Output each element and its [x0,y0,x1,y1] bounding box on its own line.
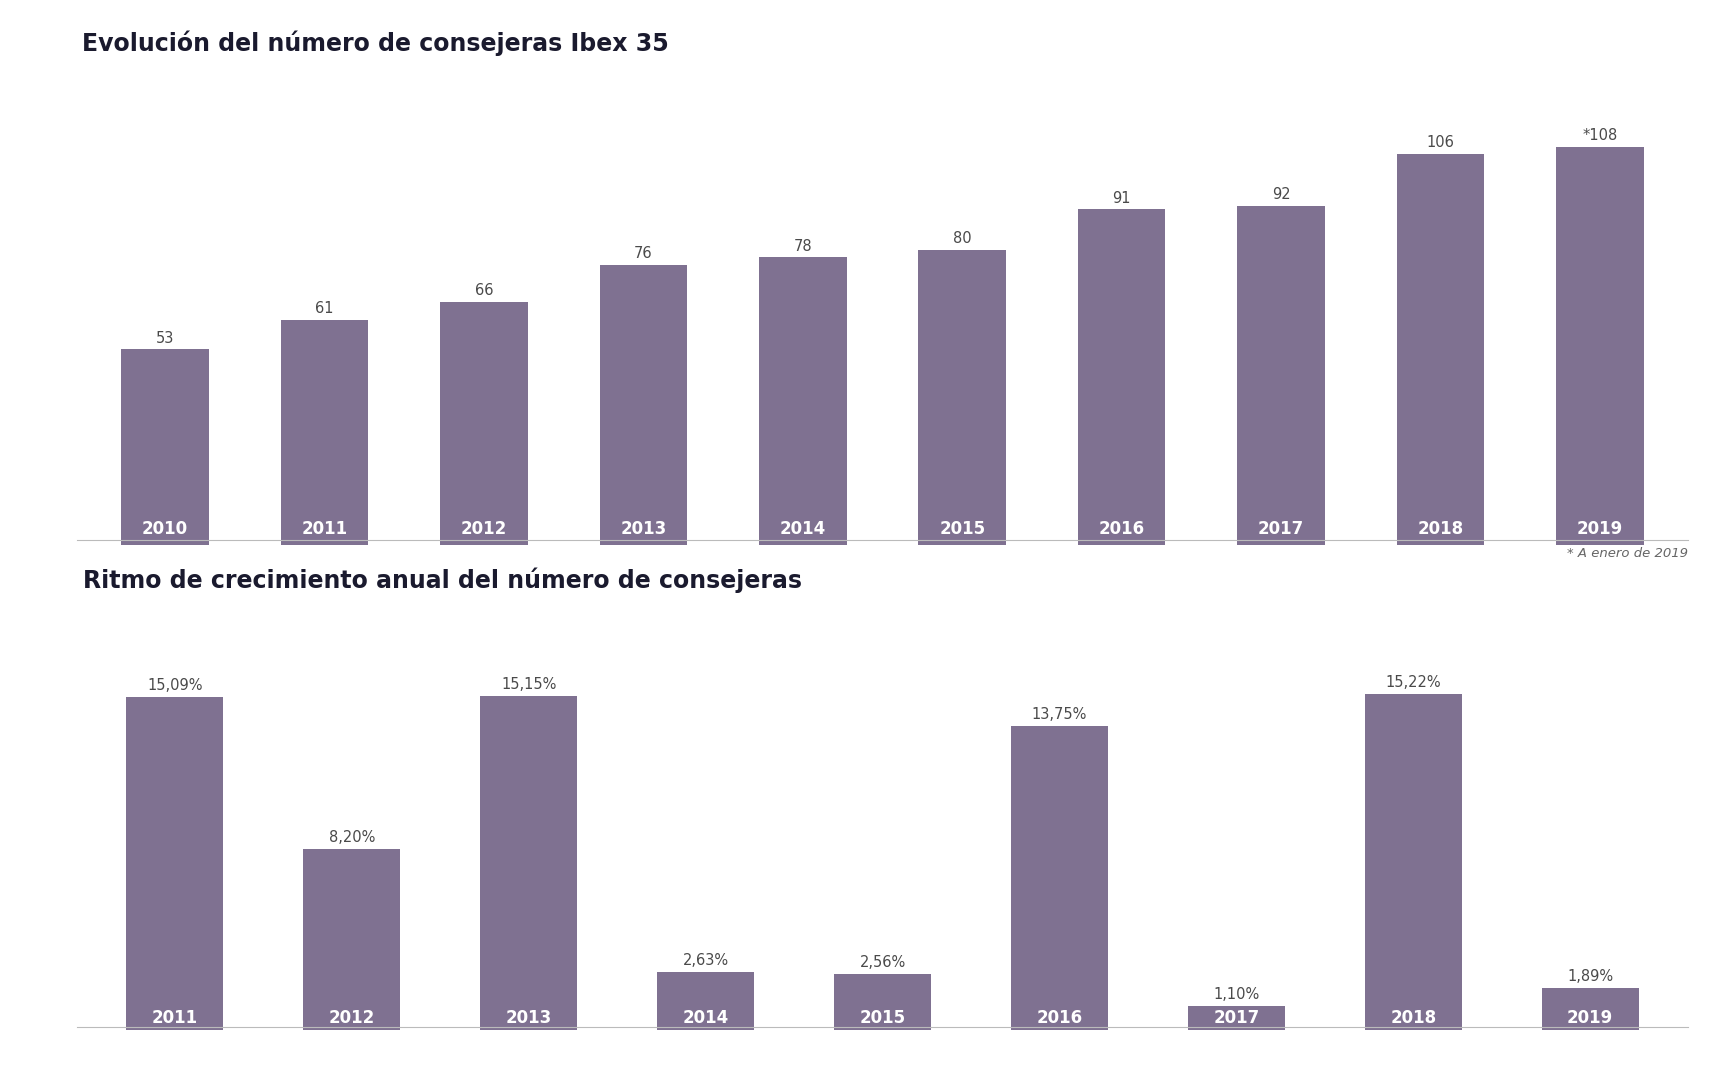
Bar [1541,989,1639,1030]
Text: 2010: 2010 [143,520,188,537]
Text: 2014: 2014 [682,1009,728,1028]
Text: 2018: 2018 [1390,1009,1436,1028]
Text: 2019: 2019 [1567,1009,1614,1028]
Text: 2018: 2018 [1417,520,1464,537]
Text: 91: 91 [1112,191,1131,206]
Text: 61: 61 [315,301,334,316]
Text: 15,22%: 15,22% [1386,675,1441,690]
Text: 2012: 2012 [329,1009,375,1028]
Text: 66: 66 [475,282,492,298]
Text: 2017: 2017 [1214,1009,1259,1028]
Text: 15,15%: 15,15% [501,677,556,691]
Text: 13,75%: 13,75% [1031,707,1087,723]
Bar [303,849,401,1030]
Bar [918,250,1006,545]
Bar [441,302,529,545]
Bar [121,350,208,545]
Text: 2013: 2013 [620,520,666,537]
Text: 78: 78 [794,239,813,254]
Bar [1364,694,1462,1030]
Text: 2015: 2015 [938,520,985,537]
Text: 76: 76 [634,246,653,261]
Bar [1236,206,1324,545]
Bar [126,697,224,1030]
Text: 15,09%: 15,09% [146,678,203,693]
Text: 2,63%: 2,63% [682,953,728,968]
Bar [281,320,369,545]
Text: 8,20%: 8,20% [329,829,375,845]
Text: 2016: 2016 [1099,520,1145,537]
Text: 1,10%: 1,10% [1214,986,1259,1002]
Text: 2014: 2014 [780,520,827,537]
Bar [1078,209,1166,545]
Bar [1011,726,1109,1030]
Bar [759,257,847,545]
Text: 53: 53 [157,330,174,346]
Bar [1397,154,1484,545]
Text: 1,89%: 1,89% [1567,969,1614,984]
Text: 2012: 2012 [461,520,506,537]
Text: 2015: 2015 [859,1009,906,1028]
Text: Ritmo de crecimiento anual del número de consejeras: Ritmo de crecimiento anual del número de… [83,568,802,593]
Bar [656,972,754,1030]
Text: 2,56%: 2,56% [859,955,906,969]
Text: 2017: 2017 [1259,520,1304,537]
Text: 80: 80 [952,231,971,246]
Bar [599,265,687,545]
Text: * A enero de 2019: * A enero de 2019 [1567,547,1688,560]
Bar [480,695,577,1030]
Text: 2011: 2011 [152,1009,198,1028]
Text: 2019: 2019 [1577,520,1624,537]
Text: 2016: 2016 [1037,1009,1083,1028]
Text: 2013: 2013 [506,1009,551,1028]
Bar [1188,1006,1285,1030]
Text: 2011: 2011 [301,520,348,537]
Text: 106: 106 [1426,135,1455,150]
Text: Evolución del número de consejeras Ibex 35: Evolución del número de consejeras Ibex … [83,31,670,56]
Text: *108: *108 [1583,128,1617,143]
Text: 92: 92 [1273,186,1290,202]
Bar [833,973,932,1030]
Bar [1557,146,1645,545]
